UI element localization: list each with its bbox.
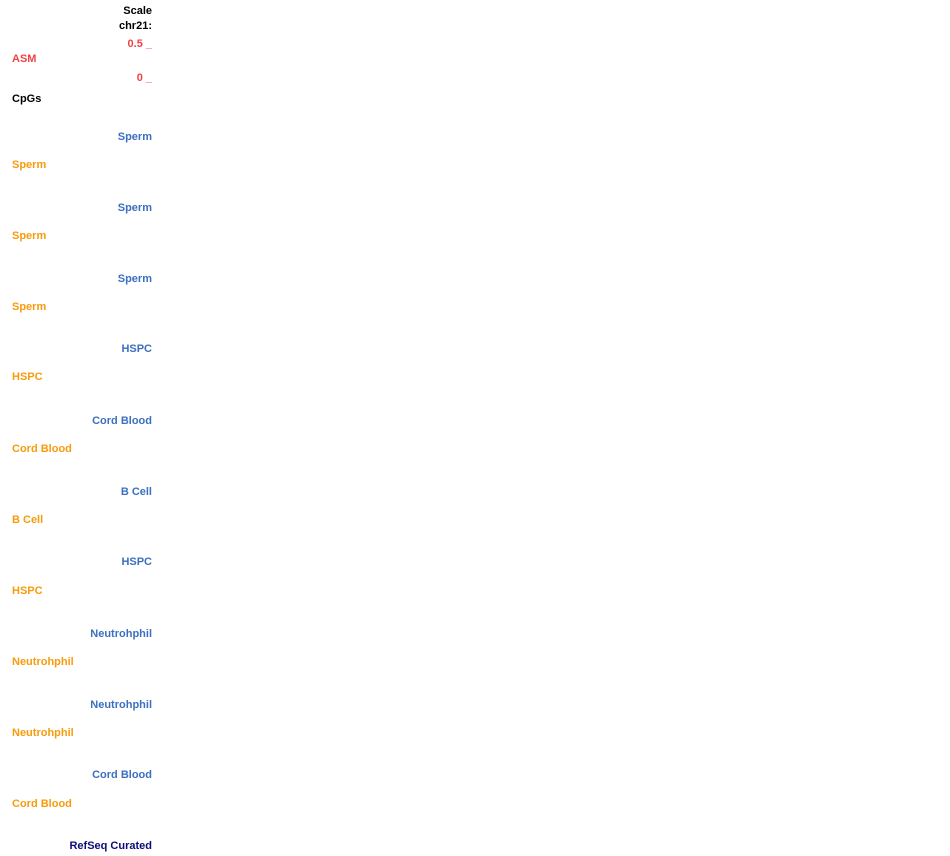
track-label-blue[interactable]: HSPC (121, 343, 152, 355)
asm-scale-min: 0 _ (136, 72, 152, 84)
track-label-orange[interactable]: Sperm (12, 230, 47, 242)
track-label-blue[interactable]: Neutrohphil (90, 699, 152, 711)
track-label-orange[interactable]: Cord Blood (12, 443, 72, 455)
track-label-orange[interactable]: Cord Blood (12, 798, 72, 810)
track-label-orange[interactable]: HSPC (12, 585, 43, 597)
position-label: chr21: (118, 20, 152, 32)
asm-scale-max: 0.5 _ (127, 38, 152, 50)
track-data-area[interactable] (155, 0, 950, 856)
asm-track-label[interactable]: ASM (12, 53, 37, 65)
track-label-blue[interactable]: Sperm (117, 202, 152, 214)
track-label-orange[interactable]: Neutrohphil (12, 656, 74, 668)
track-label-blue[interactable]: Sperm (117, 131, 152, 143)
track-label-blue[interactable]: Sperm (117, 273, 152, 285)
track-label-orange[interactable]: HSPC (12, 371, 43, 383)
scale-label: Scale (123, 5, 152, 17)
track-label-blue[interactable]: Cord Blood (92, 769, 152, 781)
track-label-orange[interactable]: Sperm (12, 159, 47, 171)
track-label-orange[interactable]: Sperm (12, 301, 47, 313)
track-label-blue[interactable]: Cord Blood (92, 415, 152, 427)
track-label-orange[interactable]: B Cell (12, 514, 44, 526)
track-label-blue[interactable]: HSPC (121, 556, 152, 568)
track-label-orange[interactable]: Neutrohphil (12, 727, 74, 739)
track-label-blue[interactable]: Neutrohphil (90, 628, 152, 640)
track-label-blue[interactable]: B Cell (120, 486, 152, 498)
cpgs-track-label[interactable]: CpGs (12, 93, 42, 105)
refseq-track-label[interactable]: RefSeq Curated (69, 840, 152, 852)
